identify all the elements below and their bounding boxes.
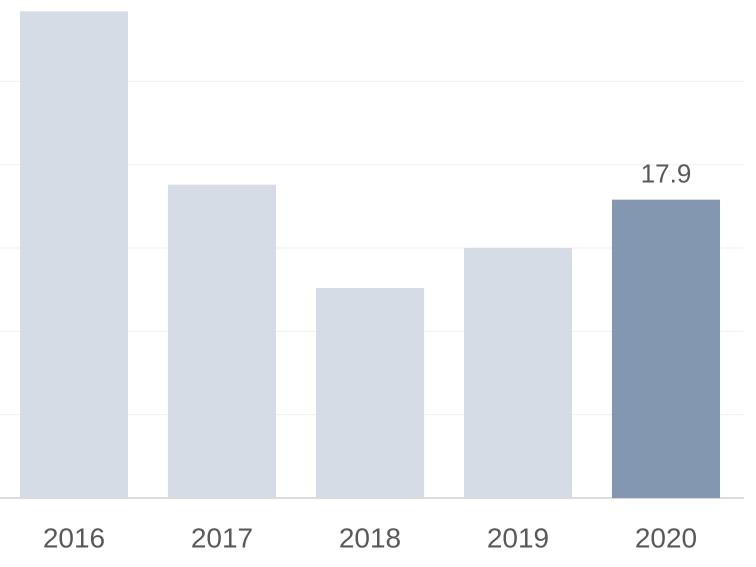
- value-label: 17.9: [641, 159, 692, 189]
- x-tick-label: 2016: [43, 522, 105, 553]
- x-tick-label: 2019: [487, 522, 549, 553]
- x-tick-label: 2018: [339, 522, 401, 553]
- bar: [463, 248, 573, 498]
- x-tick-label: 2020: [635, 522, 697, 553]
- x-tick-label: 2017: [191, 522, 253, 553]
- bar: [19, 11, 129, 498]
- bar: [315, 288, 425, 498]
- bar: [611, 199, 721, 498]
- bar: [167, 184, 277, 498]
